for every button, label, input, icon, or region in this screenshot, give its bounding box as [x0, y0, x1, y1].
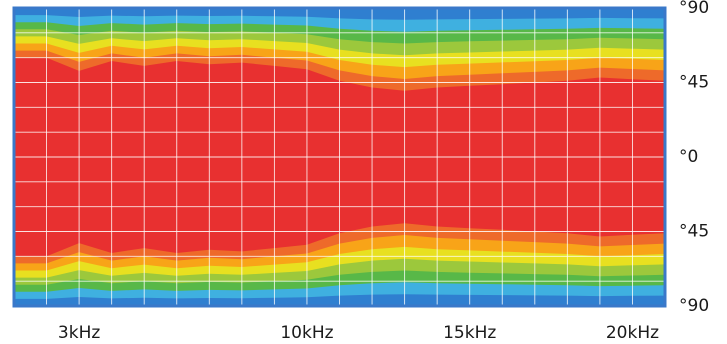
y-tick-label: °90: [679, 0, 709, 18]
x-tick-label: 20kHz: [606, 323, 659, 343]
plot-frame: [12, 6, 667, 308]
y-tick-label: °90: [679, 296, 709, 316]
y-axis-ticks: °90 °45 °0 °45 °90: [679, 0, 709, 316]
grid-lines: [14, 8, 665, 306]
y-tick-label: °45: [679, 222, 709, 242]
y-tick-label: °45: [679, 73, 709, 93]
x-tick-label: 10kHz: [280, 323, 333, 343]
x-tick-label: 3kHz: [58, 323, 100, 343]
x-tick-label: 15kHz: [443, 323, 496, 343]
y-tick-label: °0: [679, 147, 698, 167]
x-axis-ticks: 3kHz 10kHz 15kHz 20kHz: [58, 323, 659, 343]
